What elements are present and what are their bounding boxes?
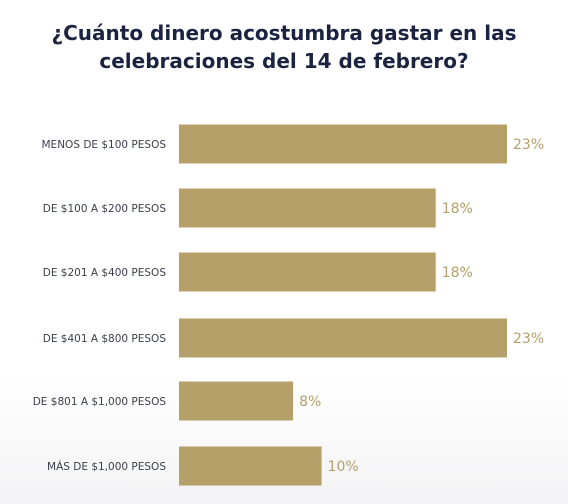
bar <box>179 124 507 164</box>
category-label: DE $100 A $200 PESOS <box>43 203 167 215</box>
value-label: 18% <box>442 265 473 281</box>
category-label: DE $401 A $800 PESOS <box>43 333 167 345</box>
chart-title-line-2: celebraciones del 14 de febrero? <box>99 49 468 73</box>
bar <box>179 318 507 358</box>
bar <box>179 446 322 486</box>
value-label: 23% <box>513 137 544 153</box>
category-label: MÁS DE $1,000 PESOS <box>47 460 166 473</box>
chart-title: ¿Cuánto dinero acostumbra gastar en las c… <box>52 21 517 73</box>
category-label: MENOS DE $100 PESOS <box>42 139 167 151</box>
value-label: 8% <box>299 394 321 410</box>
category-label: DE $201 A $400 PESOS <box>43 267 167 279</box>
bar <box>179 188 436 228</box>
bar <box>179 252 436 292</box>
value-label: 10% <box>328 459 359 475</box>
bar <box>179 381 294 421</box>
chart-title-line-1: ¿Cuánto dinero acostumbra gastar en las <box>52 21 517 45</box>
bars: MENOS DE $100 PESOS 23% DE $100 A $200 PES… <box>33 124 544 486</box>
value-label: 18% <box>442 201 473 217</box>
value-label: 23% <box>513 331 544 347</box>
category-label: DE $801 A $1,000 PESOS <box>33 396 167 408</box>
